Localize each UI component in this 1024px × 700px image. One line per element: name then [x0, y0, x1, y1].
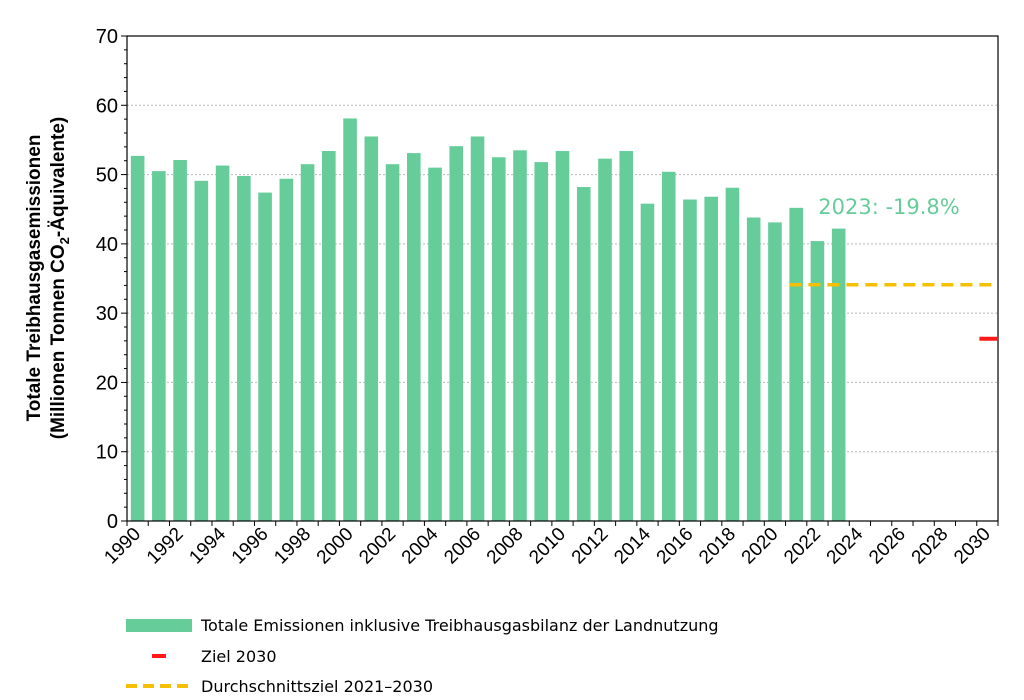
plot-frame	[126, 35, 999, 522]
y-tick-label: 70	[96, 26, 118, 48]
bar-1996	[258, 192, 272, 522]
annotation-2023: 2023: -19.8%	[818, 195, 959, 219]
x-tick-label: 2028	[908, 524, 953, 569]
bar-2012	[598, 158, 612, 521]
bar-2022	[810, 241, 825, 522]
x-tick-label: 2010	[525, 524, 570, 569]
y-axis-title-line2: (Millionen Tonnen CO2-Äquivalente)	[48, 117, 72, 440]
bar-1992	[173, 160, 187, 521]
x-tick-label: 1998	[270, 524, 315, 569]
bar-1993	[194, 180, 209, 522]
bar-1991	[152, 171, 166, 521]
legend: Totale Emissionen inklusive Treibhausgas…	[126, 616, 719, 696]
bar-2013	[619, 151, 634, 521]
bars	[130, 118, 846, 522]
bar-2021	[789, 207, 803, 522]
bar-2004	[428, 167, 442, 521]
bar-2014	[640, 203, 655, 521]
y-tick-label: 10	[96, 442, 118, 464]
bar-2002	[385, 164, 400, 521]
bar-2011	[576, 187, 591, 522]
x-tick-label: 2022	[780, 524, 825, 569]
bar-1995	[237, 175, 251, 521]
x-tick-label: 2014	[610, 523, 655, 568]
bar-2003	[406, 153, 421, 522]
bar-2016	[683, 199, 697, 521]
bar-2017	[704, 196, 719, 521]
x-tick-label: 2004	[398, 523, 443, 568]
bar-2005	[449, 146, 464, 521]
x-tick-label: 2006	[440, 524, 485, 569]
bar-1998	[300, 164, 315, 521]
x-tick-label: 2000	[313, 524, 358, 569]
bar-2018	[725, 187, 740, 521]
x-tick-label: 2008	[483, 524, 528, 569]
y-tick-labels: 0 10 20 30 40 50 60 70	[96, 26, 118, 533]
x-tick-label: 1994	[185, 523, 230, 568]
bar-2023	[831, 228, 846, 521]
y-tick-label: 60	[96, 95, 118, 117]
x-tick-label: 2012	[568, 524, 613, 569]
legend-swatch-target-2030	[152, 654, 166, 658]
bar-2015	[661, 171, 676, 522]
bar-2007	[491, 157, 506, 521]
bar-2001	[364, 136, 379, 521]
x-tick-label: 2016	[653, 524, 698, 569]
x-tick-label: 2018	[695, 524, 740, 569]
bar-1994	[215, 165, 230, 522]
x-tick-label: 2024	[823, 523, 868, 568]
y-tick-label: 20	[96, 372, 118, 394]
x-tick-labels: 1990199219941996199820002002200420062008…	[100, 523, 995, 568]
legend-label-average-target: Durchschnittsziel 2021–2030	[201, 677, 433, 696]
bar-1990	[130, 155, 145, 521]
y-axis-title-line1: Totale Treibhausgasemissionen	[24, 135, 45, 422]
bar-2019	[746, 217, 761, 521]
bar-2010	[555, 151, 570, 521]
x-tick-label: 2026	[865, 524, 910, 569]
x-tick-label: 1992	[143, 524, 188, 569]
legend-swatch-emissions	[126, 619, 192, 632]
grid-lines	[127, 104, 998, 453]
bar-1999	[322, 151, 336, 521]
bar-2006	[470, 136, 485, 521]
y-tick-label: 30	[96, 303, 118, 325]
axes	[121, 35, 999, 526]
x-tick-label: 1996	[228, 524, 273, 569]
bar-2020	[768, 222, 782, 521]
bar-2000	[343, 118, 357, 521]
y-axis-title: Totale Treibhausgasemissionen (Millionen…	[24, 117, 72, 440]
x-tick-label: 2020	[738, 524, 783, 569]
y-tick-label: 0	[107, 511, 118, 533]
legend-label-emissions: Totale Emissionen inklusive Treibhausgas…	[200, 616, 719, 635]
bar-2008	[513, 150, 527, 522]
bar-1997	[279, 178, 294, 521]
x-tick-label: 2002	[355, 524, 400, 569]
x-tick-label: 2030	[950, 524, 995, 569]
targets	[789, 282, 998, 341]
y-tick-label: 40	[96, 234, 118, 256]
legend-label-target-2030: Ziel 2030	[201, 647, 277, 666]
bar-2009	[534, 162, 549, 521]
y-tick-label: 50	[96, 165, 118, 187]
